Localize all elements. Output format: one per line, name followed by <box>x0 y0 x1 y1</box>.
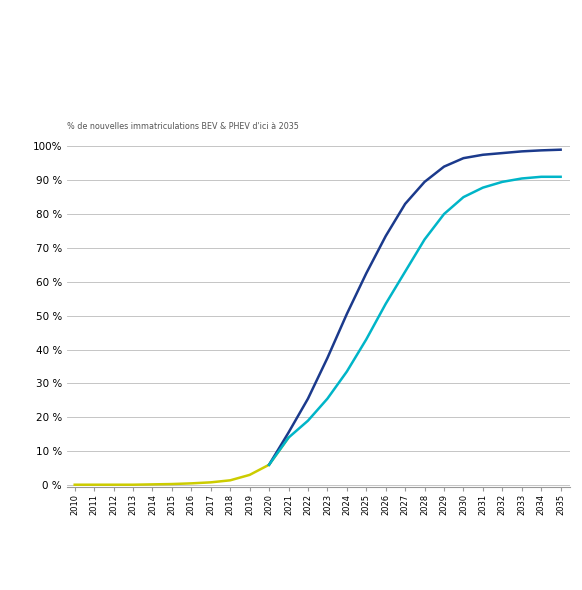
Text: % de nouvelles immatriculations BEV & PHEV d'ici à 2035: % de nouvelles immatriculations BEV & PH… <box>67 122 299 131</box>
Text: Scénario sur les nouvelles immatriculations:: Scénario sur les nouvelles immatriculati… <box>20 25 509 44</box>
Text: % de voitures à prise (PEV) d'ici à 2035: % de voitures à prise (PEV) d'ici à 2035 <box>20 64 452 84</box>
